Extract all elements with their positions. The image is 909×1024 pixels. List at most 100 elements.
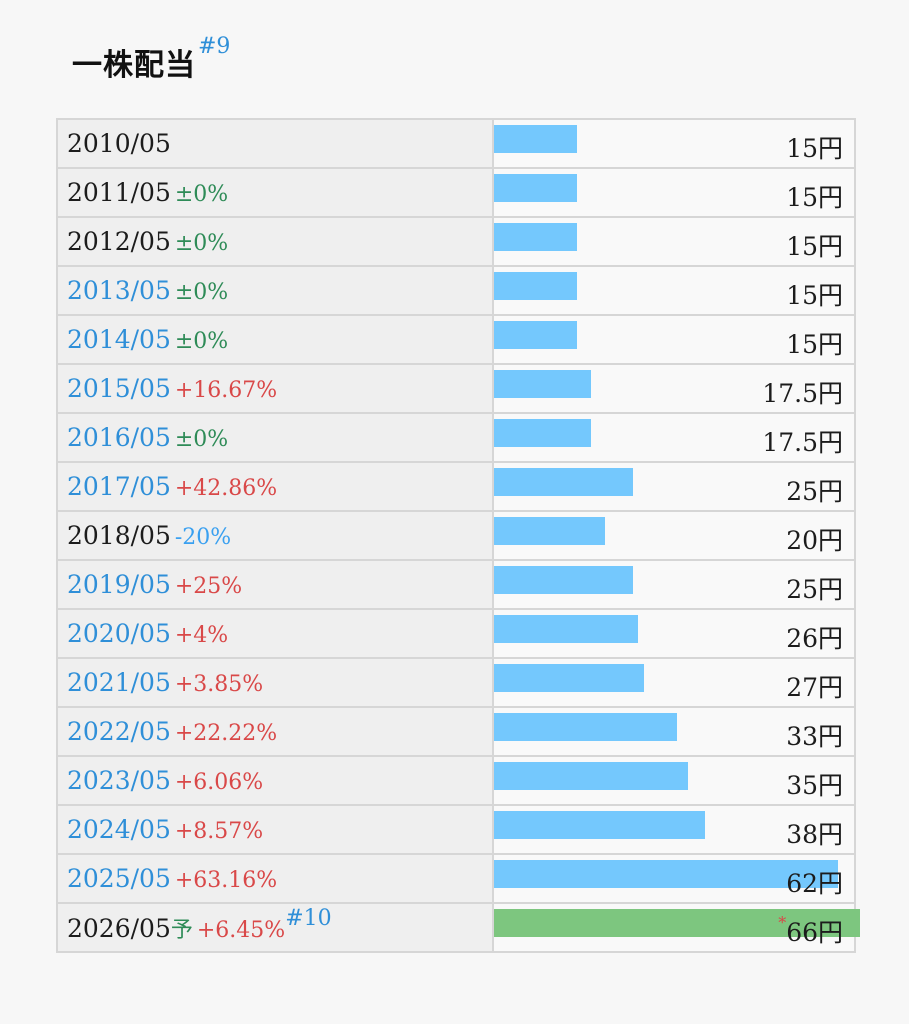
date-link[interactable]: 2016/05 bbox=[67, 423, 171, 452]
dividend-value-text: 25円 bbox=[786, 477, 843, 506]
row-bar-cell: 15円 bbox=[492, 118, 856, 169]
change-percent: +63.16% bbox=[174, 868, 278, 893]
row-bar-cell: 35円 bbox=[492, 755, 856, 806]
dividend-value-text: 15円 bbox=[786, 232, 843, 261]
row-label-cell: 2017/05 +42.86% bbox=[56, 461, 494, 512]
section-header: 一株配当 #9 bbox=[72, 34, 230, 84]
dividend-bar bbox=[494, 811, 705, 839]
date-link[interactable]: 2015/05 bbox=[67, 374, 171, 403]
date-link[interactable]: 2024/05 bbox=[67, 815, 171, 844]
change-percent: +42.86% bbox=[174, 476, 278, 501]
row-label-cell: 2018/05 -20% bbox=[56, 510, 494, 561]
dividend-value: 15円 bbox=[786, 129, 843, 165]
table-row: 2020/05 +4% 26円 bbox=[56, 608, 856, 659]
dividend-bar bbox=[494, 517, 605, 545]
row-label-cell: 2013/05 ±0% bbox=[56, 265, 494, 316]
date-link[interactable]: 2013/05 bbox=[67, 276, 171, 305]
row-bar-cell: 15円 bbox=[492, 216, 856, 267]
row-bar-cell: 25円 bbox=[492, 559, 856, 610]
dividend-value-text: 27円 bbox=[786, 673, 843, 702]
dividend-value: 25円 bbox=[786, 570, 843, 606]
change-percent: +4% bbox=[174, 623, 229, 648]
dividend-bar bbox=[494, 762, 688, 790]
row-bar-cell: 25円 bbox=[492, 461, 856, 512]
row-label-cell: 2021/05 +3.85% bbox=[56, 657, 494, 708]
dividend-value-text: 25円 bbox=[786, 575, 843, 604]
change-percent: -20% bbox=[174, 525, 232, 550]
date-text: 2026/05 bbox=[67, 913, 171, 943]
dividend-value-text: 38円 bbox=[786, 820, 843, 849]
table-row: 2019/05 +25% 25円 bbox=[56, 559, 856, 610]
table-row: 2024/05 +8.57% 38円 bbox=[56, 804, 856, 855]
row-bar-cell: 27円 bbox=[492, 657, 856, 708]
row-bar-cell: 15円 bbox=[492, 167, 856, 218]
row-label-cell: 2011/05 ±0% bbox=[56, 167, 494, 218]
dividend-bar bbox=[494, 468, 633, 496]
row-bar-cell: *66円 bbox=[492, 902, 860, 953]
change-percent: ±0% bbox=[174, 182, 229, 207]
table-row: 2021/05 +3.85% 27円 bbox=[56, 657, 856, 708]
row-label-cell: 2016/05 ±0% bbox=[56, 412, 494, 463]
dividend-value: 17.5円 bbox=[762, 423, 843, 459]
change-percent: +3.85% bbox=[174, 672, 264, 697]
footnote-link-10[interactable]: #10 bbox=[285, 905, 332, 931]
row-label-cell: 2025/05 +63.16% bbox=[56, 853, 494, 904]
date-link[interactable]: 2014/05 bbox=[67, 325, 171, 354]
section-title: 一株配当 bbox=[72, 48, 196, 83]
table-row: 2010/05 15円 bbox=[56, 118, 856, 169]
dividend-value: 38円 bbox=[786, 815, 843, 851]
row-bar-cell: 15円 bbox=[492, 314, 856, 365]
dividend-bar bbox=[494, 419, 591, 447]
dividend-value-text: 15円 bbox=[786, 281, 843, 310]
dividend-value-text: 15円 bbox=[786, 330, 843, 359]
dividend-bar bbox=[494, 566, 633, 594]
dividend-bar bbox=[494, 713, 677, 741]
row-label-cell: 2015/05 +16.67% bbox=[56, 363, 494, 414]
row-bar-cell: 26円 bbox=[492, 608, 856, 659]
dividend-value-text: 15円 bbox=[786, 183, 843, 212]
dividend-value-text: 35円 bbox=[786, 771, 843, 800]
date-text: 2010/05 bbox=[67, 129, 171, 158]
table-row: 2013/05 ±0% 15円 bbox=[56, 265, 856, 316]
change-percent: +6.06% bbox=[174, 770, 264, 795]
table-row: 2026/05予 +6.45%#10 *66円 bbox=[56, 902, 860, 953]
row-label-cell: 2014/05 ±0% bbox=[56, 314, 494, 365]
date-link[interactable]: 2021/05 bbox=[67, 668, 171, 697]
change-percent: +25% bbox=[174, 574, 243, 599]
table-row: 2018/05 -20% 20円 bbox=[56, 510, 856, 561]
table-row: 2023/05 +6.06% 35円 bbox=[56, 755, 856, 806]
row-bar-cell: 33円 bbox=[492, 706, 856, 757]
table-row: 2022/05 +22.22% 33円 bbox=[56, 706, 856, 757]
dividend-value-text: 33円 bbox=[786, 722, 843, 751]
dividend-value-text: 17.5円 bbox=[762, 428, 843, 457]
dividend-value: 20円 bbox=[786, 521, 843, 557]
change-percent: ±0% bbox=[174, 329, 229, 354]
dividend-value: 15円 bbox=[786, 178, 843, 214]
change-percent: +6.45% bbox=[196, 917, 286, 943]
forecast-bar bbox=[494, 909, 860, 937]
footnote-link-9[interactable]: #9 bbox=[198, 34, 231, 59]
change-percent: ±0% bbox=[174, 280, 229, 305]
row-bar-cell: 17.5円 bbox=[492, 412, 856, 463]
date-link[interactable]: 2017/05 bbox=[67, 472, 171, 501]
change-percent: ±0% bbox=[174, 231, 229, 256]
dividend-value: 15円 bbox=[786, 276, 843, 312]
dividend-value: 15円 bbox=[786, 227, 843, 263]
change-percent: +16.67% bbox=[174, 378, 278, 403]
dividend-value: 33円 bbox=[786, 717, 843, 753]
date-link[interactable]: 2022/05 bbox=[67, 717, 171, 746]
date-link[interactable]: 2023/05 bbox=[67, 766, 171, 795]
dividend-value: 62円 bbox=[786, 864, 843, 900]
dividend-bar bbox=[494, 174, 577, 202]
table-row: 2025/05 +63.16% 62円 bbox=[56, 853, 856, 904]
change-percent: +8.57% bbox=[174, 819, 264, 844]
dividend-value-text: 17.5円 bbox=[762, 379, 843, 408]
date-link[interactable]: 2019/05 bbox=[67, 570, 171, 599]
row-bar-cell: 20円 bbox=[492, 510, 856, 561]
date-link[interactable]: 2025/05 bbox=[67, 864, 171, 893]
dividend-bar bbox=[494, 125, 577, 153]
dividend-value: 17.5円 bbox=[762, 374, 843, 410]
dividend-bar bbox=[494, 223, 577, 251]
date-link[interactable]: 2020/05 bbox=[67, 619, 171, 648]
dividend-value-text: 62円 bbox=[786, 869, 843, 898]
